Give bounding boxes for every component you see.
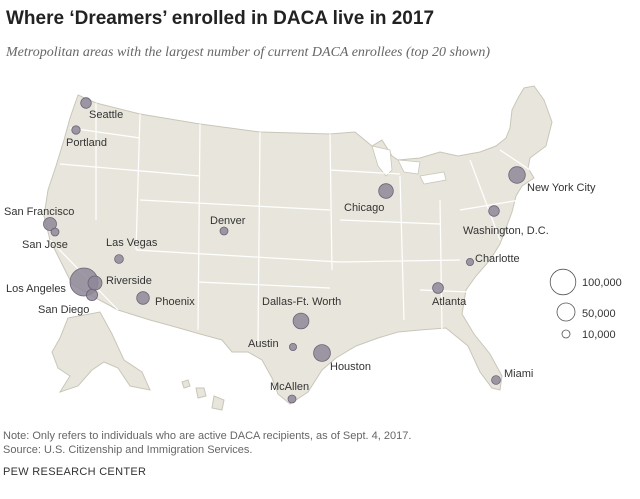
label-washington-d-c: Washington, D.C. (463, 225, 549, 237)
bubble-atlanta (432, 282, 444, 294)
city-bubbles (43, 97, 526, 404)
label-phoenix: Phoenix (155, 296, 195, 308)
bubble-miami (491, 375, 501, 385)
footnote: Note: Only refers to individuals who are… (3, 430, 412, 442)
alaska-shape (51, 311, 151, 393)
bubble-austin (288, 342, 297, 351)
legend-circle-2 (561, 329, 571, 339)
hawaii-shape (181, 379, 225, 411)
source-note: Source: U.S. Citizenship and Immigration… (3, 444, 253, 456)
bubble-seattle (80, 97, 92, 109)
label-houston: Houston (330, 361, 371, 373)
bubble-san-diego (86, 288, 99, 301)
bubble-las-vegas (114, 254, 124, 264)
label-dallas-ft-worth: Dallas-Ft. Worth (262, 296, 341, 308)
bubble-dallas-ft-worth (292, 312, 310, 330)
bubble-charlotte (465, 257, 474, 266)
label-new-york-city: New York City (527, 182, 596, 194)
bubble-chicago (378, 183, 394, 199)
label-las-vegas: Las Vegas (106, 237, 158, 249)
label-denver: Denver (210, 215, 246, 227)
page-title: Where ‘Dreamers’ enrolled in DACA live i… (6, 8, 435, 29)
label-riverside: Riverside (106, 275, 152, 287)
label-atlanta: Atlanta (432, 296, 467, 308)
bubble-houston (313, 344, 331, 362)
organization-credit: PEW RESEARCH CENTER (3, 466, 147, 478)
continental-us-shape (43, 85, 553, 405)
bubble-phoenix (136, 291, 150, 305)
label-portland: Portland (66, 137, 107, 149)
legend-circle-1 (556, 302, 576, 322)
label-san-jose: San Jose (22, 239, 68, 251)
label-san-diego: San Diego (38, 304, 89, 316)
legend-label-0: 100,000 (582, 277, 622, 289)
bubble-washington-d-c (488, 205, 500, 217)
legend-label-2: 10,000 (582, 329, 616, 341)
label-los-angeles: Los Angeles (6, 283, 66, 295)
label-san-francisco: San Francisco (4, 206, 74, 218)
label-seattle: Seattle (89, 109, 123, 121)
city-labels: Seattle Portland San Francisco San Jose Las … (4, 109, 596, 393)
bubble-denver (219, 226, 229, 236)
legend-circle-0 (549, 268, 577, 296)
bubble-mcallen (287, 394, 297, 404)
label-charlotte: Charlotte (475, 253, 520, 265)
bubble-san-francisco (43, 217, 57, 231)
label-mcallen: McAllen (270, 381, 309, 393)
label-chicago: Chicago (344, 202, 384, 214)
label-miami: Miami (504, 368, 533, 380)
size-legend: 100,000 50,000 10,000 (549, 268, 622, 341)
page-subtitle: Metropolitan areas with the largest numb… (6, 45, 490, 60)
bubble-new-york-city (508, 166, 526, 184)
bubble-san-jose (50, 227, 60, 237)
bubble-riverside (87, 275, 103, 291)
map-canvas: Seattle Portland San Francisco San Jose Las … (4, 85, 622, 411)
label-austin: Austin (248, 338, 279, 350)
legend-label-1: 50,000 (582, 308, 616, 320)
bubble-portland (71, 125, 81, 135)
